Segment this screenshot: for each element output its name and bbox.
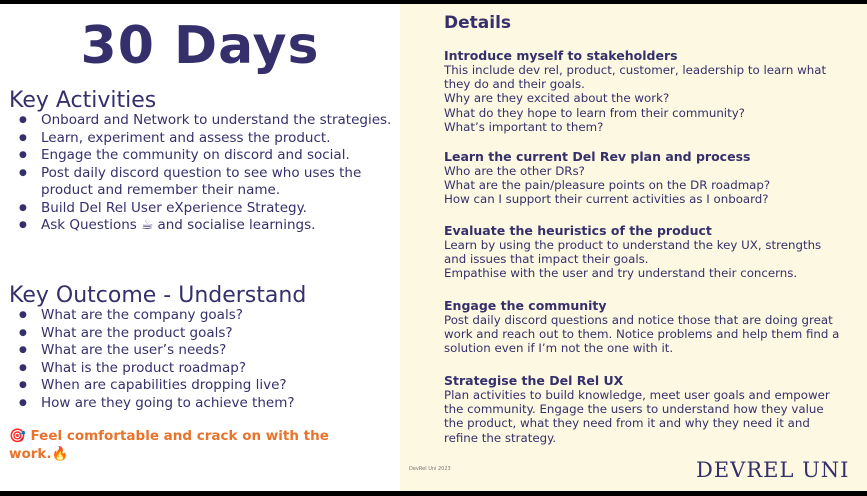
section-text: Why are they excited about the work? xyxy=(444,91,670,106)
page-title: 30 Days xyxy=(80,16,320,76)
key-activities-list: Onboard and Network to understand the st… xyxy=(19,112,394,235)
section-text: Empathise with the user and try understa… xyxy=(444,266,798,281)
section-heading: Evaluate the heuristics of the product xyxy=(444,223,712,238)
section-heading: Engage the community xyxy=(444,298,607,313)
key-outcome-list: What are the company goals? What are the… xyxy=(19,307,394,412)
devrel-uni-logo: DEVREL UNI xyxy=(696,458,850,482)
details-section-stakeholders: Introduce myself to stakeholders This in… xyxy=(444,48,844,134)
list-item: Learn, experiment and assess the product… xyxy=(19,130,394,148)
section-heading: Learn the current Del Rev plan and proce… xyxy=(444,149,751,164)
details-section-strategy: Strategise the Del Rel UX Plan activitie… xyxy=(444,373,844,445)
left-panel: 30 Days Key Activities Onboard and Netwo… xyxy=(0,4,400,491)
list-item: Build Del Rel User eXperience Strategy. xyxy=(19,200,394,218)
list-item: What is the product roadmap? xyxy=(19,360,394,378)
key-outcome-heading: Key Outcome - Understand xyxy=(9,283,307,308)
slide: 30 Days Key Activities Onboard and Netwo… xyxy=(0,4,867,491)
list-item: Engage the community on discord and soci… xyxy=(19,147,394,165)
list-item: How are they going to achieve them? xyxy=(19,395,394,413)
details-section-community: Engage the community Post daily discord … xyxy=(444,298,844,356)
list-item: What are the user’s needs? xyxy=(19,342,394,360)
details-section-plan: Learn the current Del Rev plan and proce… xyxy=(444,149,844,207)
section-text: This include dev rel, product, customer,… xyxy=(444,63,827,92)
section-text: Learn by using the product to understand… xyxy=(444,238,822,267)
details-title: Details xyxy=(444,13,512,33)
details-section-heuristics: Evaluate the heuristics of the product L… xyxy=(444,223,844,281)
list-item: When are capabilities dropping live? xyxy=(19,377,394,395)
key-activities-heading: Key Activities xyxy=(9,88,157,113)
list-item: Onboard and Network to understand the st… xyxy=(19,112,394,130)
list-item: Ask Questions ☕ and socialise learnings. xyxy=(19,217,394,235)
details-panel: Details Introduce myself to stakeholders… xyxy=(400,4,867,491)
list-item: What are the company goals? xyxy=(19,307,394,325)
section-text: Post daily discord questions and notice … xyxy=(444,313,840,356)
section-heading: Strategise the Del Rel UX xyxy=(444,373,624,388)
list-item: What are the product goals? xyxy=(19,325,394,343)
section-text: Plan activities to build knowledge, meet… xyxy=(444,388,830,445)
section-text: How can I support their current activiti… xyxy=(444,192,769,207)
list-item: Post daily discord question to see who u… xyxy=(19,165,394,200)
call-to-action: 🎯 Feel comfortable and crack on with the… xyxy=(9,428,329,462)
section-text: What are the pain/pleasure points on the… xyxy=(444,178,771,193)
footnote: DevRel Uni 2023 xyxy=(409,466,451,472)
section-heading: Introduce myself to stakeholders xyxy=(444,48,678,63)
section-text: What do they hope to learn from their co… xyxy=(444,105,745,120)
section-text: What’s important to them? xyxy=(444,119,604,134)
section-text: Who are the other DRs? xyxy=(444,164,585,178)
